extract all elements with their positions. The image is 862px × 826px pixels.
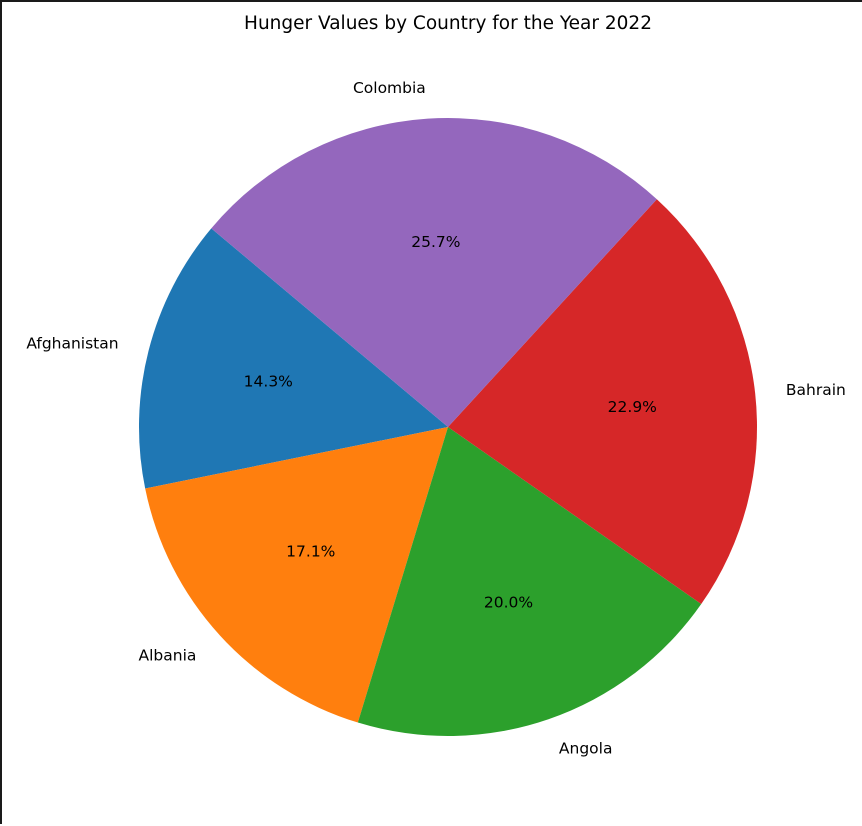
pie-slice-percent-colombia: 25.7% — [411, 233, 460, 251]
pie-slice-bahrain — [448, 199, 758, 605]
pie-slice-label-albania: Albania — [139, 647, 197, 665]
pie-slice-angola — [357, 427, 702, 736]
pie-slice-albania — [145, 427, 448, 723]
pie-slice-colombia — [211, 117, 657, 427]
pie-slice-label-afghanistan: Afghanistan — [26, 334, 118, 352]
pie-slice-percent-bahrain: 22.9% — [608, 398, 657, 416]
pie-slice-percent-albania: 17.1% — [286, 543, 335, 561]
pie-slice-label-bahrain: Bahrain — [786, 381, 846, 399]
pie-slice-percent-afghanistan: 14.3% — [244, 372, 293, 390]
chart-title: Hunger Values by Country for the Year 20… — [244, 13, 652, 34]
pie-slice-afghanistan — [138, 228, 448, 489]
pie-slice-percent-angola: 20.0% — [484, 593, 533, 611]
pie-slice-label-colombia: Colombia — [353, 79, 426, 97]
pie-slice-label-angola: Angola — [559, 739, 613, 757]
